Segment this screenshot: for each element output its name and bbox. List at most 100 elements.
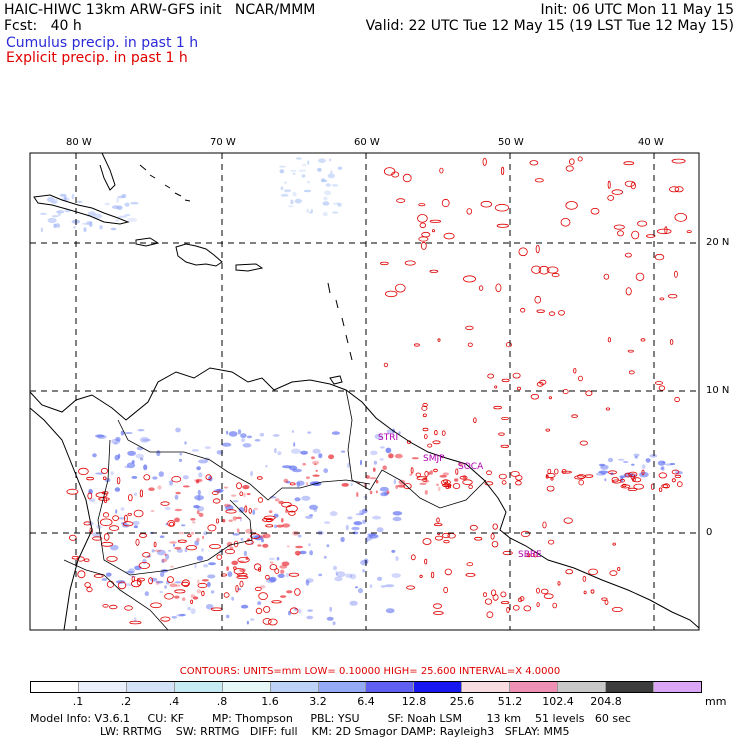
cumulus-cell (120, 430, 125, 436)
explicit-contour (419, 222, 426, 228)
cumulus-cell (88, 498, 96, 503)
explicit-contour (100, 467, 109, 474)
cumulus-cell (194, 563, 197, 569)
cumulus-cell (152, 476, 158, 480)
cumulus-cell (99, 225, 103, 230)
explicit-contour (442, 532, 451, 539)
cumulus-cell (274, 524, 278, 529)
explicit-contour (224, 548, 236, 555)
cumulus-cell (598, 470, 609, 474)
coastlines (29, 152, 700, 631)
cumulus-cell (395, 556, 399, 561)
cumulus-cell (332, 621, 336, 626)
lat-label-10n: 10 N (706, 385, 730, 396)
lon-label-80w: 80 W (66, 137, 92, 148)
cumulus-cell (297, 534, 302, 538)
product-title: HAIC-HIWC 13km ARW-GFS init NCAR/MMM (4, 2, 316, 18)
cumulus-cell (235, 516, 242, 520)
cumulus-cell (198, 459, 208, 464)
cumulus-cell (285, 572, 290, 578)
explicit-contour (654, 253, 665, 261)
cumulus-cell (243, 492, 246, 498)
cumulus-cell (137, 429, 145, 432)
cumulus-cell (346, 462, 351, 468)
explicit-contour (402, 173, 412, 183)
cumulus-legend-label: Cumulus precip. in past 1 h (6, 35, 199, 51)
explicit-contour (473, 417, 477, 424)
cumulus-cell (341, 483, 349, 487)
explicit-contour (211, 491, 219, 495)
cumulus-cell (442, 472, 450, 476)
explicit-contour (565, 201, 578, 210)
cumulus-cell (115, 197, 120, 203)
explicit-contour (269, 564, 278, 571)
cumulus-cell (192, 596, 199, 600)
cumulus-cell (277, 573, 285, 579)
cumulus-cell (379, 486, 389, 492)
explicit-contour (671, 478, 676, 483)
cumulus-cell (225, 614, 230, 619)
legend-swatch-2 (126, 682, 175, 692)
cumulus-cell (231, 560, 239, 566)
explicit-contour (209, 544, 221, 550)
cumulus-cell (645, 458, 651, 463)
cumulus-cell (370, 450, 378, 456)
explicit-contour (554, 468, 559, 475)
explicit-contour (430, 571, 435, 579)
cumulus-cell (203, 564, 209, 568)
explicit-contour (540, 588, 549, 595)
explicit-contour (207, 524, 217, 532)
cumulus-cell (363, 495, 368, 499)
cumulus-cell (633, 453, 640, 457)
cumulus-cell (311, 456, 315, 460)
cumulus-cell (388, 453, 394, 459)
cumulus-cell (121, 193, 127, 199)
cumulus-cell (245, 556, 249, 561)
lon-label-40w: 40 W (638, 137, 664, 148)
graticule (30, 153, 699, 630)
cumulus-cell (331, 184, 339, 187)
explicit-contour (136, 577, 145, 582)
explicit-contour (129, 620, 142, 625)
cumulus-cell (164, 585, 168, 589)
cuba-coast (33, 194, 130, 225)
cumulus-cell (296, 480, 305, 486)
explicit-contour (659, 297, 665, 301)
explicit-contour (486, 470, 492, 476)
cumulus-cell (196, 510, 200, 515)
explicit-contour (530, 393, 540, 400)
venezuela-border (117, 419, 371, 501)
explicit-contour (607, 180, 611, 189)
cumulus-cell (55, 223, 61, 228)
explicit-contour (143, 474, 151, 481)
explicit-contour (501, 378, 510, 383)
cumulus-cell (340, 450, 346, 453)
cumulus-cell (299, 550, 307, 555)
explicit-contour (545, 472, 556, 478)
cumulus-cell (285, 481, 291, 484)
explicit-contour (628, 471, 638, 478)
station-label-soca: SOCA (458, 462, 484, 472)
cumulus-cell (179, 613, 187, 617)
cumulus-cell (155, 580, 164, 584)
explicit-contour (201, 590, 205, 597)
cumulus-cell (257, 601, 262, 605)
explicit-contour (607, 337, 612, 343)
explicit-contour (474, 536, 483, 541)
explicit-contour (669, 339, 674, 345)
explicit-contour (520, 307, 526, 313)
cumulus-cell (262, 543, 269, 548)
explicit-contour (153, 541, 157, 548)
explicit-contour (258, 592, 268, 600)
explicit-contour (523, 605, 532, 612)
cumulus-cell (607, 457, 614, 463)
cumulus-cell (670, 462, 676, 466)
explicit-contour (239, 491, 244, 497)
explicit-contour (611, 189, 624, 195)
cumulus-cell (274, 498, 280, 502)
explicit-contour (590, 207, 600, 215)
cumulus-cell (151, 549, 155, 553)
cumulus-cell (373, 460, 378, 465)
cumulus-cell (226, 566, 230, 571)
explicit-contour (484, 481, 494, 486)
